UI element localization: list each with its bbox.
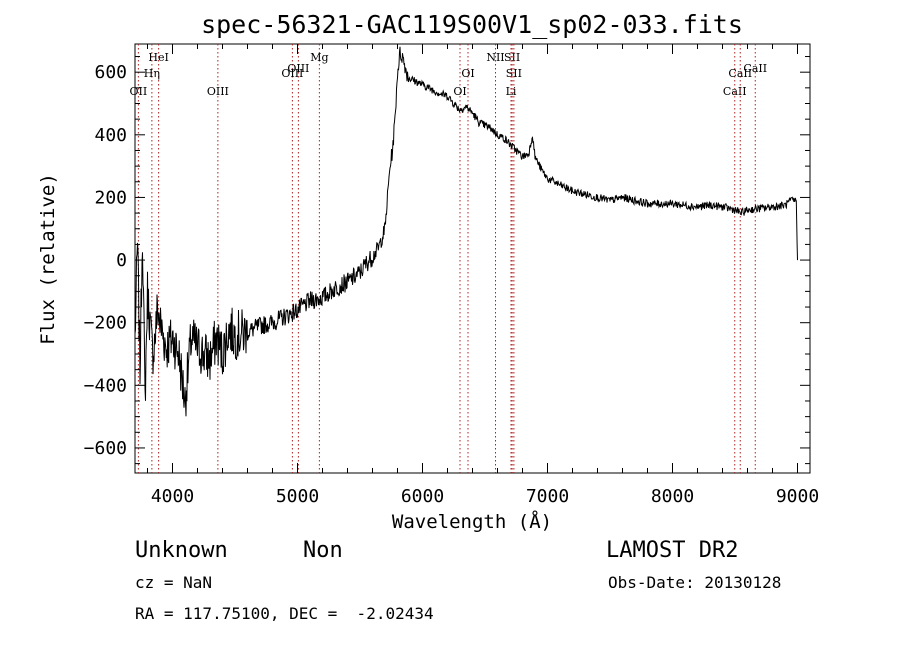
obs-date-text: Obs-Date: 20130128 [608,573,782,592]
x-tick-label-5: 9000 [776,486,819,507]
line-mark-label-10: SII [504,51,520,64]
spectrum-line [134,46,798,417]
x-tick-label-3: 7000 [526,486,569,507]
y-tick-label-5: 400 [94,125,127,146]
y-tick-label-0: −600 [84,438,127,459]
x-tick-label-2: 6000 [401,486,444,507]
line-mark-label-9: NII [486,51,504,64]
redshift-text: cz = NaN [135,573,213,592]
coordinates-text: RA = 117.75100, DEC = -2.02434 [135,604,434,623]
plot-frame [134,43,811,474]
line-mark-label-5: OIII [287,62,309,75]
line-mark-label-15: CaII [743,62,767,75]
object-subclass: Non [303,538,343,563]
y-tick-label-2: −200 [84,313,127,334]
line-mark-label-3: OIII [207,85,229,98]
line-mark-label-0: OII [130,85,148,98]
x-axis-label: Wavelength (Å) [392,510,552,533]
line-mark-label-2: Hη [144,67,160,80]
y-tick-label-6: 600 [94,62,127,83]
line-mark-label-8: OI [461,67,474,80]
chart-title: spec-56321-GAC119S00V1_sp02-033.fits [201,10,743,39]
line-mark-label-14: CaII [728,67,752,80]
x-tick-label-1: 5000 [276,486,319,507]
line-mark-label-12: Li [506,85,517,98]
line-mark-label-1: HeI [148,51,168,64]
series [134,46,798,417]
survey-label: LAMOST DR2 [606,538,739,563]
x-tick-label-4: 8000 [651,486,694,507]
line-mark-label-11: SII [506,67,522,80]
x-tick-label-0: 4000 [151,486,194,507]
axis-ticks: 4000 5000 6000 7000 8000 9000 −600 −400 −200 0 200… [84,44,819,507]
y-tick-label-1: −400 [84,375,127,396]
y-tick-label-4: 200 [94,187,127,208]
line-mark-label-13: CaII [723,85,747,98]
y-axis-label: Flux (relative) [37,173,59,345]
line-mark-label-7: OI [453,85,466,98]
y-tick-label-3: 0 [116,250,127,271]
object-class: Unknown [135,538,228,563]
line-mark-label-6: Mg [310,51,328,64]
plot-area [134,43,811,474]
